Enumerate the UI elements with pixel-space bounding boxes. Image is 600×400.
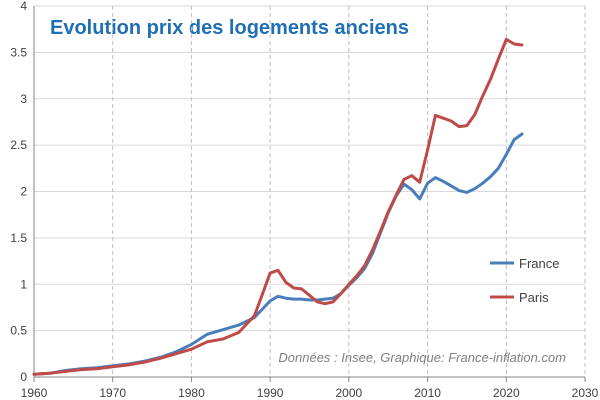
series-line-paris xyxy=(32,37,524,376)
y-tick-labels: 0 0.5 1 1.5 2 2.5 3 3.5 4 xyxy=(10,0,27,384)
y-tick-label: 2.5 xyxy=(10,138,27,152)
legend-item-france: France xyxy=(490,256,559,271)
y-tick-label: 4 xyxy=(20,0,27,13)
x-tick-label: 2000 xyxy=(336,386,363,400)
y-tick-label: 2 xyxy=(20,185,27,199)
x-tick-label: 1960 xyxy=(21,386,48,400)
y-tick-label: 3 xyxy=(20,92,27,106)
legend-label: Paris xyxy=(519,290,549,305)
x-tick-labels: 1960 1970 1980 1990 2000 2010 2020 2030 xyxy=(21,386,599,400)
series-line-france xyxy=(32,132,524,376)
y-tick-label: 1 xyxy=(20,277,27,291)
y-tick-label: 0.5 xyxy=(10,324,27,338)
y-tick-label: 0 xyxy=(20,370,27,384)
y-tick-label: 3.5 xyxy=(10,45,27,59)
axes xyxy=(33,6,586,382)
x-tick-label: 1980 xyxy=(178,386,205,400)
legend-label: France xyxy=(519,256,559,271)
x-tick-label: 2030 xyxy=(572,386,599,400)
x-tick-label: 2010 xyxy=(414,386,441,400)
y-tick-label: 1.5 xyxy=(10,231,27,245)
x-tick-label: 2020 xyxy=(493,386,520,400)
x-tick-label: 1990 xyxy=(257,386,284,400)
series-lines xyxy=(32,37,524,376)
x-tick-label: 1970 xyxy=(99,386,126,400)
grid xyxy=(34,5,586,377)
legend-item-paris: Paris xyxy=(490,290,549,305)
source-annotation: Données : Insee, Graphique: France-infla… xyxy=(278,350,566,365)
chart-title: Evolution prix des logements anciens xyxy=(50,17,409,39)
legend: France Paris xyxy=(490,256,559,305)
